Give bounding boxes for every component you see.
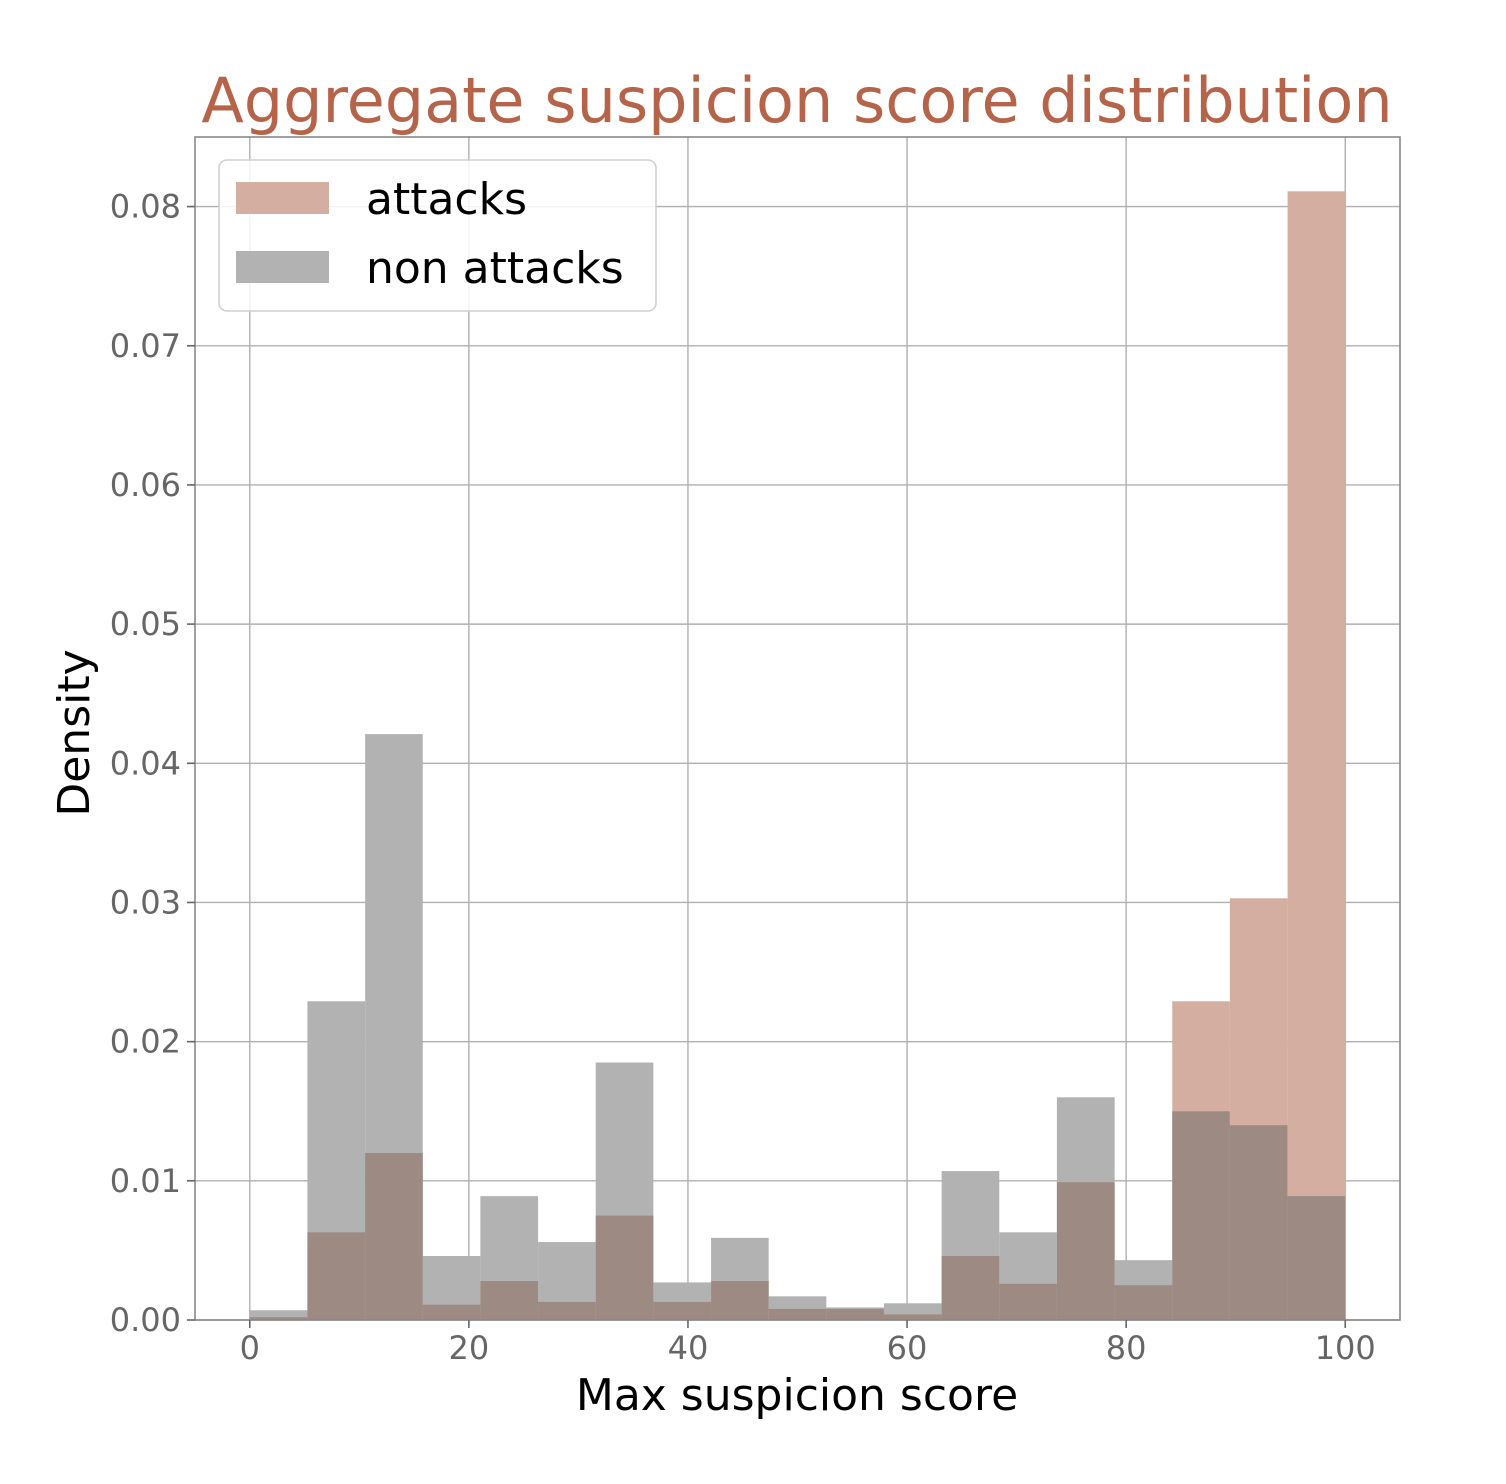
- y-tick-label: 0.00: [110, 1301, 181, 1339]
- bar-attacks-overlap: [826, 1308, 884, 1320]
- bar-attacks: [1172, 1001, 1230, 1112]
- bar-attacks-overlap: [883, 1314, 942, 1320]
- bar-attacks-overlap: [1114, 1285, 1173, 1320]
- bar-attacks-overlap: [422, 1304, 481, 1320]
- x-axis-label: Max suspicion score: [576, 1370, 1018, 1421]
- y-tick-label: 0.02: [110, 1023, 181, 1061]
- x-tick-label: 40: [668, 1329, 709, 1367]
- bar-attacks: [1287, 191, 1346, 1197]
- y-tick-label: 0.03: [110, 883, 181, 921]
- x-tick-label: 0: [240, 1329, 260, 1367]
- bar-attacks-overlap: [365, 1152, 423, 1320]
- attacks-bars: [249, 191, 1346, 1320]
- bar-attacks-overlap: [1172, 1111, 1230, 1320]
- bar-attacks: [1229, 898, 1288, 1126]
- y-tick-label: 0.08: [110, 188, 181, 226]
- bar-attacks-overlap: [768, 1308, 827, 1320]
- bar-attacks-overlap: [653, 1301, 712, 1320]
- plot-frame: [194, 136, 1401, 1321]
- bar-attacks-overlap: [480, 1281, 539, 1320]
- x-tick-label: 80: [1106, 1329, 1147, 1367]
- y-tick-label: 0.04: [110, 744, 181, 782]
- legend: attacks non attacks: [218, 159, 657, 312]
- bar-attacks-overlap: [1229, 1125, 1288, 1320]
- y-tick-label: 0.05: [110, 605, 181, 643]
- bar-attacks-overlap: [941, 1255, 1000, 1320]
- legend-label-non-attacks: non attacks: [366, 243, 624, 294]
- y-axis-label: Density: [49, 649, 100, 816]
- chart-title: Aggregate suspicion score distribution: [201, 64, 1392, 137]
- bar-attacks-overlap: [595, 1215, 654, 1320]
- bar-attacks-overlap: [1287, 1196, 1346, 1320]
- y-tick-label: 0.06: [110, 466, 181, 504]
- bar-attacks-overlap: [711, 1281, 769, 1320]
- bar-attacks-overlap: [307, 1232, 366, 1320]
- bar-non-attacks: [249, 1310, 308, 1320]
- y-tick-label: 0.07: [110, 327, 181, 365]
- y-axis-ticks: 0.00 0.01 0.02 0.03 0.04 0.05 0.06 0.07 0.08: [110, 188, 195, 1339]
- x-tick-label: 20: [449, 1329, 490, 1367]
- bar-attacks-overlap: [538, 1301, 596, 1320]
- x-tick-label: 100: [1315, 1329, 1376, 1367]
- x-axis-ticks: 0 20 40 60 80 100: [240, 1320, 1376, 1367]
- legend-swatch-non-attacks: [236, 251, 329, 283]
- legend-swatch-attacks: [236, 182, 329, 214]
- y-tick-label: 0.01: [110, 1162, 181, 1200]
- bar-attacks-overlap: [1056, 1182, 1115, 1320]
- x-tick-label: 60: [887, 1329, 928, 1367]
- bar-attacks-overlap: [999, 1283, 1057, 1320]
- bar-attacks-overlap: [249, 1317, 308, 1320]
- legend-label-attacks: attacks: [366, 174, 527, 225]
